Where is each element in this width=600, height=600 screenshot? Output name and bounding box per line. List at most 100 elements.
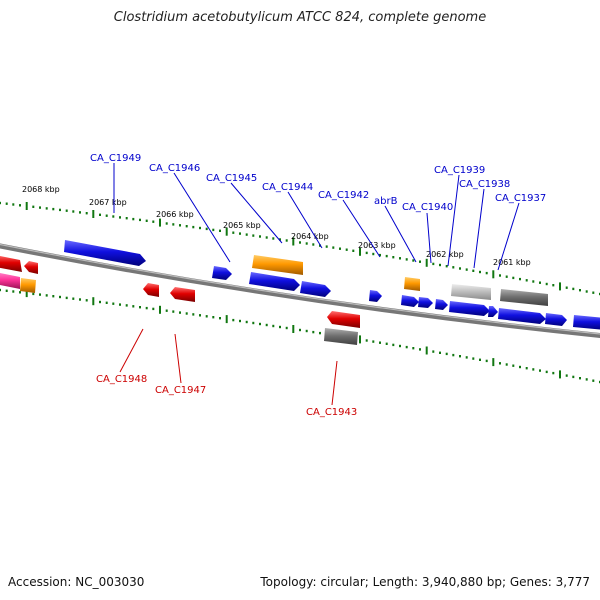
tick-mark (79, 211, 81, 214)
tick-mark (92, 297, 95, 306)
tick-mark (492, 358, 495, 367)
gene-ca-c1944[interactable] (249, 272, 300, 291)
gene-ca-c1947[interactable] (170, 287, 195, 302)
gene-ca-c1937b[interactable] (498, 308, 546, 324)
tick-mark (112, 302, 115, 305)
gene-left-red-a[interactable] (0, 255, 22, 272)
tick-label-2061: 2061 kbp (493, 258, 531, 267)
tick-mark (105, 301, 108, 304)
tick-row-inner (0, 288, 600, 384)
tick-mark (165, 309, 168, 312)
tick-label-2066: 2066 kbp (156, 210, 194, 219)
tick-row-outer (0, 201, 600, 296)
gene-label-ca-c1945[interactable]: CA_C1945 (206, 173, 257, 184)
tick-mark (525, 279, 528, 282)
tick-mark (259, 235, 261, 238)
tick-mark (205, 315, 208, 318)
tick-mark (445, 352, 448, 356)
tick-mark (379, 341, 381, 344)
tick-mark (459, 267, 461, 270)
tick-mark (159, 305, 161, 314)
gene-label-ca-c1946[interactable]: CA_C1946 (149, 163, 200, 174)
gene-label-ca-c1943[interactable]: CA_C1943 (306, 407, 357, 418)
tick-mark (92, 210, 95, 218)
tick-mark (185, 312, 188, 315)
tick-mark (325, 245, 328, 248)
tick-mark (452, 353, 455, 357)
gene-left-red-b[interactable] (24, 261, 38, 274)
tick-mark (319, 331, 321, 335)
gene-ca-c1943[interactable] (327, 311, 360, 328)
tick-mark (12, 203, 15, 206)
gene-label-ca-c1940[interactable]: CA_C1940 (402, 202, 453, 213)
tick-mark (285, 239, 288, 242)
gene-ca-c1940b[interactable] (418, 297, 433, 308)
gene-label-ca-c1948[interactable]: CA_C1948 (96, 374, 147, 385)
gene-ca-c1935[interactable] (573, 315, 600, 330)
tick-mark (232, 318, 235, 322)
gene-label-ca-c1947[interactable]: CA_C1947 (155, 385, 206, 396)
tick-mark (425, 258, 428, 267)
gene-label-abrb[interactable]: abrB (374, 196, 398, 207)
gene-ca-c1944b[interactable] (300, 281, 331, 297)
tick-mark (465, 356, 468, 359)
tick-mark (25, 289, 28, 298)
tick-label-2068: 2068 kbp (22, 185, 60, 194)
tick-mark (19, 204, 21, 207)
tick-mark (172, 310, 175, 313)
tick-mark (372, 252, 375, 256)
tick-mark (45, 207, 48, 210)
tick-mark (299, 328, 301, 332)
gene-ca-c1938[interactable] (488, 306, 498, 317)
tick-mark (39, 293, 41, 296)
tick-mark (39, 206, 41, 209)
tick-label-2064: 2064 kbp (291, 232, 329, 241)
gene-ca-c1936[interactable] (545, 313, 567, 326)
tick-mark (152, 220, 155, 223)
gene-label-ca-c1938[interactable]: CA_C1938 (459, 179, 510, 190)
tick-mark (345, 248, 348, 251)
tick-mark (359, 247, 361, 256)
tick-mark (152, 307, 155, 311)
tick-mark (272, 237, 275, 240)
tick-mark (72, 297, 75, 300)
tick-mark (225, 315, 228, 324)
tick-mark (479, 358, 481, 361)
tick-mark (219, 229, 221, 232)
tick-mark (199, 314, 201, 317)
tick-mark (559, 370, 561, 379)
tick-mark (585, 378, 588, 381)
tick-mark (565, 374, 568, 377)
tick-mark (532, 368, 535, 371)
gene-ca-c1940c[interactable] (435, 299, 448, 310)
gene-ca-c1948[interactable] (143, 283, 159, 297)
gene-ca-c1940[interactable] (401, 295, 419, 307)
tick-mark (59, 208, 61, 212)
gene-label-ca-c1939[interactable]: CA_C1939 (434, 165, 485, 176)
tick-mark (592, 291, 595, 294)
gene-label-ca-c1942[interactable]: CA_C1942 (318, 190, 369, 201)
gene-ca-c1939b[interactable] (449, 301, 490, 316)
gene-label-ca-c1944[interactable]: CA_C1944 (262, 182, 313, 193)
genome-backbone (0, 243, 600, 338)
tick-mark (299, 241, 301, 244)
gene-ca-c1949[interactable] (64, 240, 146, 266)
tick-mark (539, 369, 541, 372)
gene-ca-c1946[interactable] (212, 266, 232, 280)
gene-label-ca-c1937[interactable]: CA_C1937 (495, 193, 546, 204)
tick-mark (279, 325, 281, 329)
accession-text: Accession: NC_003030 (8, 575, 145, 589)
tick-mark (439, 351, 441, 354)
tick-mark (25, 202, 28, 210)
tick-mark (292, 237, 295, 246)
gene-label-ca-c1949[interactable]: CA_C1949 (90, 153, 141, 164)
tick-mark (552, 371, 555, 375)
tick-mark (372, 340, 375, 343)
gene-ca-c1942[interactable] (369, 290, 382, 302)
tick-mark (185, 225, 188, 228)
tick-mark (399, 257, 401, 260)
tick-mark (339, 247, 341, 250)
gene-left-orange (20, 278, 36, 293)
tick-mark (432, 262, 435, 266)
